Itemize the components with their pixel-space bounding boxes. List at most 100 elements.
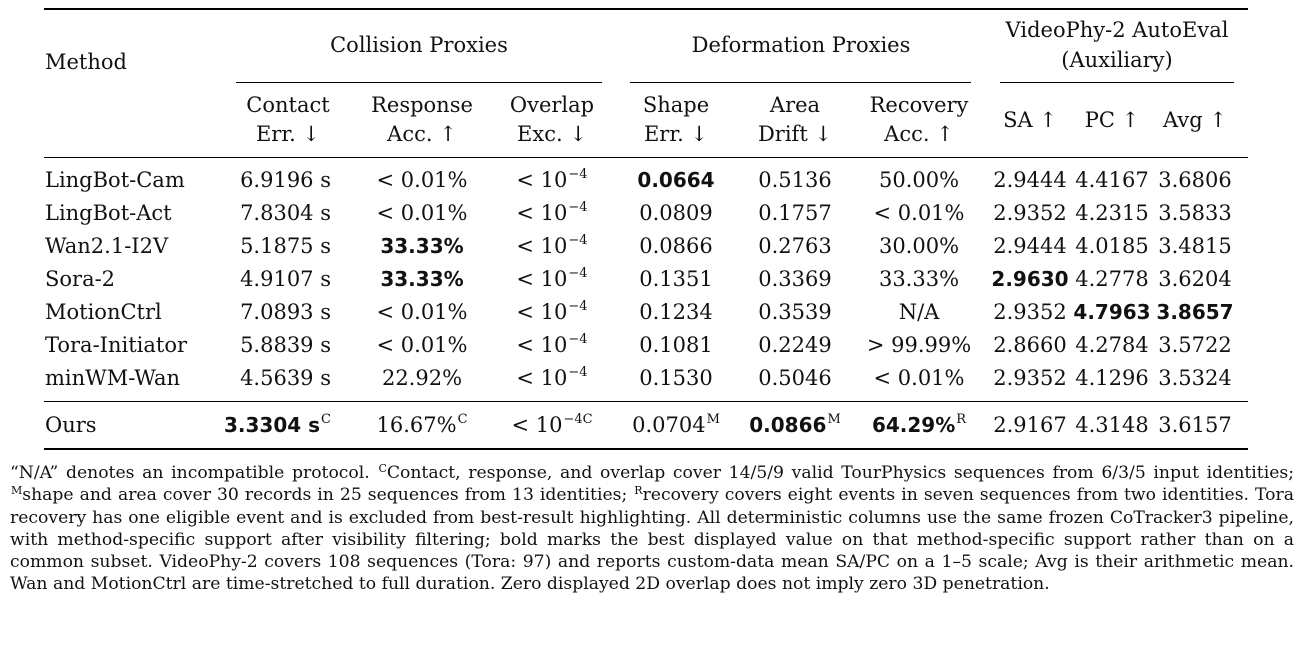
overlap-cell: < 10−4 [516, 365, 588, 390]
videophy-group-header: VideoPhy-2 AutoEval [1005, 18, 1229, 42]
support-marker: C [321, 412, 331, 427]
overlap-exponent: −4 [568, 167, 588, 182]
pc-header: PC ↑ [1084, 108, 1140, 132]
pc-cell: 4.0185 [1075, 234, 1149, 258]
sa-header: SA ↑ [1003, 108, 1057, 132]
method-cell: MotionCtrl [45, 300, 162, 324]
notes-text-2: Contact, response, and overlap cover 14/… [386, 463, 1294, 483]
overlap-exponent: −4 [568, 299, 588, 314]
recovery-cell: < 0.01% [873, 366, 965, 390]
pc-cell: 4.3148 [1075, 413, 1149, 437]
response-cell: < 0.01% [376, 300, 468, 324]
response-cell: 33.33% [380, 267, 464, 291]
contact-header-2: Err. ↓ [255, 122, 321, 146]
avg-cell: 3.6204 [1158, 267, 1232, 291]
pc-cell: 4.7963 [1073, 300, 1151, 324]
method-cell: Tora-Initiator [45, 333, 188, 357]
shape-cell: 0.1530 [639, 366, 713, 390]
overlap-cell: < 10−4 [516, 167, 588, 192]
sa-cell: 2.8660 [993, 333, 1067, 357]
contact-cell: 3.3304 sC [224, 412, 331, 437]
contact-cell: 4.9107 s [240, 267, 331, 291]
recovery-cell: < 0.01% [873, 201, 965, 225]
response-header-1: Response [371, 93, 473, 117]
support-marker: C [457, 412, 468, 427]
method-cell: LingBot-Act [45, 201, 172, 225]
notes-sup-m: M [11, 484, 23, 498]
method-cell: LingBot-Cam [45, 168, 185, 192]
area-cell: 0.1757 [758, 201, 832, 225]
collision-group-header: Collision Proxies [330, 33, 508, 57]
overlap-exponent: −4 [568, 365, 588, 380]
avg-cell: 3.6806 [1158, 168, 1232, 192]
overlap-cell: < 10−4C [511, 412, 593, 437]
recovery-cell: 50.00% [878, 168, 960, 192]
area-cell: 0.2249 [758, 333, 832, 357]
recovery-cell: 33.33% [878, 267, 960, 291]
header-bottom-rule [44, 157, 1248, 159]
avg-cell: 3.5722 [1158, 333, 1232, 357]
sa-cell: 2.9630 [991, 267, 1069, 291]
shape-cell: 0.0866 [639, 234, 713, 258]
avg-cell: 3.4815 [1158, 234, 1232, 258]
overlap-exponent: −4 [568, 233, 588, 248]
deformation-group-rule [630, 82, 971, 84]
pc-cell: 4.2315 [1075, 201, 1149, 225]
notes-text-4: recovery covers eight events in seven se… [10, 485, 1294, 595]
area-cell: 0.5136 [758, 168, 832, 192]
method-cell: minWM-Wan [45, 366, 180, 390]
pc-cell: 4.1296 [1075, 366, 1149, 390]
overlap-exponent: −4 [568, 332, 588, 347]
response-cell: 33.33% [380, 234, 464, 258]
collision-group-rule [236, 82, 602, 84]
contact-cell: 4.5639 s [240, 366, 331, 390]
method-cell: Wan2.1-I2V [45, 234, 169, 258]
response-cell: < 0.01% [376, 168, 468, 192]
area-header-1: Area [769, 93, 821, 117]
table-bottom-rule [44, 448, 1248, 450]
method-cell: Ours [45, 413, 97, 437]
recovery-cell: N/A [898, 300, 940, 324]
contact-cell: 7.0893 s [240, 300, 331, 324]
shape-cell: 0.1351 [639, 267, 713, 291]
recovery-header-2: Acc. ↑ [884, 122, 954, 146]
support-marker: M [827, 412, 841, 427]
sa-cell: 2.9352 [993, 366, 1067, 390]
response-header-2: Acc. ↑ [387, 122, 457, 146]
overlap-cell: < 10−4 [516, 200, 588, 225]
sa-cell: 2.9167 [993, 413, 1067, 437]
notes-text-3: shape and area cover 30 records in 25 se… [22, 485, 634, 506]
sa-cell: 2.9352 [993, 201, 1067, 225]
table-top-rule [44, 8, 1248, 10]
sa-cell: 2.9444 [993, 168, 1067, 192]
response-cell: < 0.01% [376, 201, 468, 225]
videophy-group-rule [1000, 82, 1234, 84]
notes-text-1: “N/A” denotes an incompatible protocol. [10, 463, 378, 483]
pc-cell: 4.4167 [1075, 168, 1149, 192]
shape-cell: 0.0664 [637, 168, 715, 192]
shape-header-2: Err. ↓ [643, 122, 709, 146]
avg-header: Avg ↑ [1163, 108, 1227, 132]
avg-cell: 3.5833 [1158, 201, 1232, 225]
shape-header-1: Shape [642, 93, 710, 117]
area-cell: 0.0866M [749, 412, 841, 437]
support-marker: R [956, 412, 967, 427]
avg-cell: 3.5324 [1158, 366, 1232, 390]
deformation-group-header: Deformation Proxies [691, 33, 911, 57]
overlap-cell: < 10−4 [516, 299, 588, 324]
recovery-cell: > 99.99% [866, 333, 972, 357]
area-cell: 0.2763 [758, 234, 832, 258]
response-cell: 22.92% [381, 366, 463, 390]
contact-header-1: Contact [246, 93, 330, 117]
overlap-cell: < 10−4 [516, 332, 588, 357]
support-marker: M [706, 412, 720, 427]
table-notes: “N/A” denotes an incompatible protocol. … [10, 462, 1294, 596]
sa-cell: 2.9444 [993, 234, 1067, 258]
notes-sup-r: R [634, 484, 643, 498]
method-cell: Sora-2 [45, 267, 116, 291]
avg-cell: 3.6157 [1158, 413, 1232, 437]
contact-cell: 5.1875 s [240, 234, 331, 258]
sa-cell: 2.9352 [993, 300, 1067, 324]
recovery-header-1: Recovery [869, 93, 969, 117]
shape-cell: 0.1081 [639, 333, 713, 357]
